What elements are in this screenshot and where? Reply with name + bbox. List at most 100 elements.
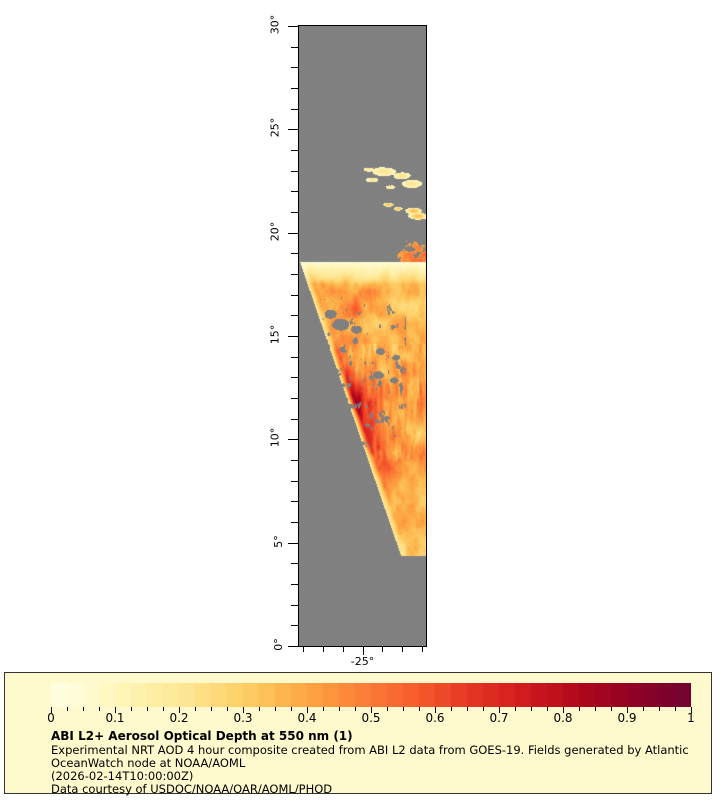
colorbar-tick-label: 0.6	[425, 711, 445, 725]
colorbar-tick-label: 0.4	[297, 711, 317, 725]
y-axis-minor-tick	[291, 47, 298, 48]
colorbar-minor-tick	[211, 707, 212, 711]
y-axis-minor-tick	[291, 605, 298, 606]
colorbar-minor-tick	[531, 707, 532, 711]
x-axis-minor-tick	[422, 646, 423, 652]
colorbar-minor-tick	[131, 707, 132, 711]
y-axis-minor-tick	[291, 584, 298, 585]
colorbar-minor-tick	[547, 707, 548, 711]
colorbar-minor-tick	[323, 707, 324, 711]
colorbar-minor-tick	[227, 707, 228, 711]
y-axis-major-tick	[288, 129, 298, 130]
y-axis-major-tick	[288, 26, 298, 27]
colorbar-major-tick	[691, 707, 692, 713]
colorbar-minor-tick	[579, 707, 580, 711]
colorbar-tick-label: 0.1	[105, 711, 125, 725]
colorbar-minor-tick	[483, 707, 484, 711]
colorbar-tick-label: 0.3	[233, 711, 253, 725]
colorbar-minor-tick	[83, 707, 84, 711]
colorbar-minor-tick	[515, 707, 516, 711]
y-axis-minor-tick	[291, 481, 298, 482]
y-axis-minor-tick	[291, 563, 298, 564]
colorbar-minor-tick	[467, 707, 468, 711]
colorbar-minor-tick	[291, 707, 292, 711]
colorbar-minor-tick	[259, 707, 260, 711]
colorbar-minor-tick	[387, 707, 388, 711]
y-axis-minor-tick	[291, 109, 298, 110]
aod-map-plot-area[interactable]	[298, 25, 427, 647]
x-axis-minor-tick	[382, 646, 383, 652]
colorbar-minor-tick	[67, 707, 68, 711]
colorbar-major-tick	[179, 707, 180, 713]
colorbar-minor-tick	[643, 707, 644, 711]
colorbar-major-tick	[563, 707, 564, 713]
colorbar-minor-tick	[419, 707, 420, 711]
colorbar-ticks	[51, 707, 692, 713]
colorbar-minor-tick	[675, 707, 676, 711]
colorbar-tick-label: 1	[687, 711, 695, 725]
y-axis-major-tick	[288, 336, 298, 337]
colorbar-major-tick	[371, 707, 372, 713]
x-axis-minor-tick	[323, 646, 324, 652]
colorbar-minor-tick	[403, 707, 404, 711]
colorbar[interactable]	[51, 683, 691, 707]
colorbar-tick-label: 0.9	[617, 711, 637, 725]
colorbar-minor-tick	[147, 707, 148, 711]
legend-panel: 0 0.1 0.2 0.3 0.4 0.5 0.6 0.7 0.8 0.9 1 ABI L2+ Ae…	[4, 672, 712, 796]
y-axis-tick-label: 10°	[267, 428, 281, 448]
colorbar-minor-tick	[659, 707, 660, 711]
colorbar-minor-tick	[611, 707, 612, 711]
y-axis-minor-tick	[291, 315, 298, 316]
colorbar-major-tick	[307, 707, 308, 713]
caption-title: ABI L2+ Aerosol Optical Depth at 550 nm …	[51, 729, 353, 743]
caption-line-3: (2026-02-14T10:00:00Z)	[51, 769, 194, 783]
colorbar-minor-tick	[595, 707, 596, 711]
y-axis-minor-tick	[291, 253, 298, 254]
colorbar-minor-tick	[355, 707, 356, 711]
colorbar-major-tick	[435, 707, 436, 713]
y-axis-tick-label: 0°	[271, 638, 285, 651]
y-axis-minor-tick	[291, 67, 298, 68]
colorbar-minor-tick	[163, 707, 164, 711]
colorbar-major-tick	[243, 707, 244, 713]
y-axis-tick-label: 30°	[267, 14, 281, 35]
y-axis-minor-tick	[291, 398, 298, 399]
y-axis-tick-label: 5°	[271, 534, 285, 548]
colorbar-minor-tick	[339, 707, 340, 711]
y-axis-minor-tick	[291, 419, 298, 420]
y-axis-tick-label: 25°	[267, 118, 281, 138]
colorbar-tick-label: 0.7	[489, 711, 509, 725]
colorbar-gradient	[51, 683, 691, 707]
x-axis-minor-tick	[343, 646, 344, 652]
y-axis-minor-tick	[291, 501, 298, 502]
y-axis-major-tick	[288, 233, 298, 234]
caption-line-1: Experimental NRT AOD 4 hour composite cr…	[51, 743, 689, 757]
y-axis-minor-tick	[291, 191, 298, 192]
x-axis-tick-label: -25°	[350, 655, 375, 668]
caption-line-4: Data courtesy of USDOC/NOAA/OAR/AOML/PHO…	[51, 782, 333, 796]
y-axis-minor-tick	[291, 150, 298, 151]
y-axis-minor-tick	[291, 212, 298, 213]
colorbar-tick-labels: 0 0.1 0.2 0.3 0.4 0.5 0.6 0.7 0.8 0.9 1	[47, 711, 695, 725]
aod-heatmap-canvas	[299, 26, 426, 646]
x-axis-minor-tick	[303, 646, 304, 652]
x-axis-minor-tick	[402, 646, 403, 652]
colorbar-minor-tick	[451, 707, 452, 711]
colorbar-minor-tick	[275, 707, 276, 711]
y-axis-minor-tick	[291, 460, 298, 461]
y-axis-minor-tick	[291, 274, 298, 275]
caption-block: ABI L2+ Aerosol Optical Depth at 550 nm …	[51, 729, 703, 796]
y-axis-major-tick	[288, 646, 298, 647]
colorbar-tick-label: 0.5	[361, 711, 381, 725]
y-axis-tick-label: 15°	[267, 324, 281, 345]
y-axis-minor-tick	[291, 88, 298, 89]
colorbar-tick-label: 0.2	[169, 711, 189, 725]
y-axis-minor-tick	[291, 171, 298, 172]
colorbar-major-tick	[51, 707, 52, 713]
map-figure: -25° 0° 5° 10° 15° 20° 25° 30°	[267, 14, 427, 668]
colorbar-major-tick	[499, 707, 500, 713]
y-axis-major-tick	[288, 439, 298, 440]
y-axis-minor-tick	[291, 295, 298, 296]
colorbar-tick-label: 0	[47, 711, 55, 725]
colorbar-major-tick	[627, 707, 628, 713]
